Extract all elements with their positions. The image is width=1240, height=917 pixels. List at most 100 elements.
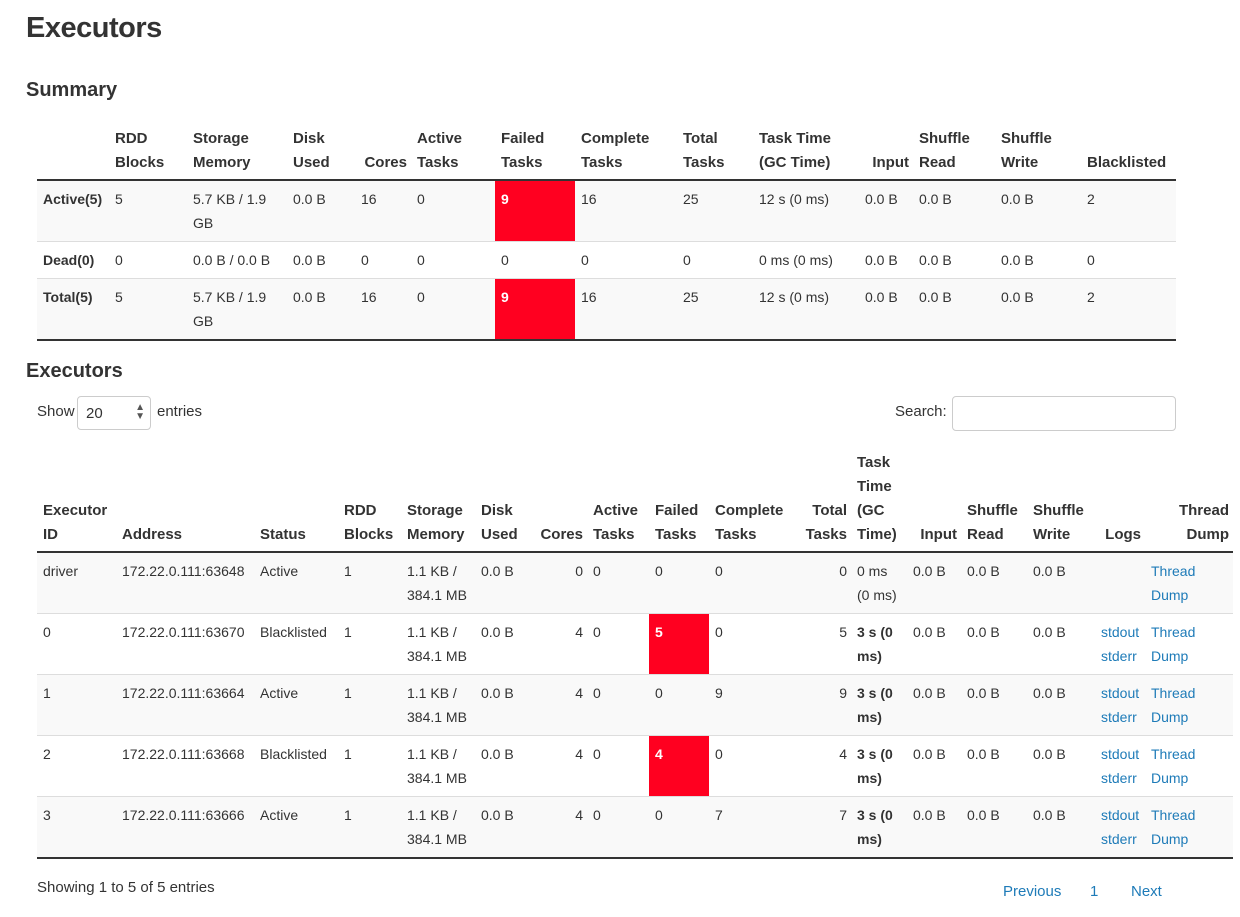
pagination-previous[interactable]: Previous: [1003, 883, 1062, 900]
summary-header-text: Tasks: [417, 154, 459, 171]
summary-header-3[interactable]: Disk Used: [287, 127, 355, 181]
summary-header-2[interactable]: Storage Memory: [187, 127, 287, 181]
executors-header-2[interactable]: Status: [254, 451, 338, 553]
stderr-link[interactable]: stderr: [1101, 831, 1137, 847]
summary-header-1[interactable]: RDD Blocks: [109, 127, 187, 181]
executor-cell-active: 0: [587, 613, 649, 675]
executor-cell-status: Blacklisted: [254, 735, 338, 797]
executor-cell-failed: 0: [649, 551, 709, 614]
summary-row: Active(5) 5 5.7 KB / 1.9 GB 0.0 B 16 0 9 16 25 12…: [37, 179, 1176, 242]
executors-header-8[interactable]: Failed Tasks: [649, 451, 709, 553]
summary-header-0[interactable]: [37, 127, 109, 181]
summary-header-6[interactable]: Failed Tasks: [495, 127, 575, 181]
summary-cell: 5: [109, 179, 187, 242]
summary-cell: 2: [1081, 179, 1176, 242]
executors-header-text: Total: [812, 502, 847, 519]
executors-header-4[interactable]: Storage Memory: [401, 451, 475, 553]
summary-cell: 5.7 KB / 1.9 GB: [187, 179, 287, 242]
executor-cell-address: 172.22.0.111:63664: [116, 674, 254, 736]
executor-cell-tasktime: 3 s (0 ms): [851, 674, 907, 736]
stdout-link[interactable]: stdout: [1101, 685, 1140, 701]
summary-cell: 0.0 B: [913, 241, 995, 279]
executor-cell-rdd: 1: [338, 674, 401, 736]
summary-cell: 12 s (0 ms): [753, 179, 859, 242]
executor-cell-thread-dump: Thread Dump: [1145, 613, 1233, 675]
summary-header-11[interactable]: Shuffle Read: [913, 127, 995, 181]
executor-cell-status: Active: [254, 674, 338, 736]
executors-header-11[interactable]: Task Time (GC Time): [851, 451, 907, 553]
thread-dump-link[interactable]: Thread Dump: [1151, 620, 1229, 668]
executors-header-text: RDD: [344, 502, 377, 519]
executors-header-14[interactable]: Shuffle Write: [1027, 451, 1095, 553]
executor-cell-address: 172.22.0.111:63648: [116, 551, 254, 614]
summary-row: Total(5) 5 5.7 KB / 1.9 GB 0.0 B 16 0 9 16 25 12 …: [37, 278, 1176, 341]
summary-header-text: Read: [919, 154, 956, 171]
executor-cell-id: 0: [37, 613, 116, 675]
executor-cell-total: 0: [793, 551, 851, 614]
executors-header-10[interactable]: Total Tasks: [793, 451, 851, 553]
stderr-link[interactable]: stderr: [1101, 770, 1137, 786]
table-info: Showing 1 to 5 of 5 entries: [37, 879, 215, 896]
executor-cell-sread: 0.0 B: [961, 551, 1027, 614]
summary-header-13[interactable]: Blacklisted: [1081, 127, 1176, 181]
pagination-page-1[interactable]: 1: [1090, 883, 1099, 900]
pagination-next[interactable]: Next: [1131, 883, 1162, 900]
executors-header-5[interactable]: Disk Used: [475, 451, 529, 553]
executor-cell-swrite: 0.0 B: [1027, 796, 1095, 859]
summary-header-4[interactable]: Cores: [355, 127, 411, 181]
executors-header-text: Address: [122, 526, 183, 543]
search-input[interactable]: [952, 396, 1176, 431]
executors-header-7[interactable]: Active Tasks: [587, 451, 649, 553]
thread-dump-link[interactable]: Thread Dump: [1151, 803, 1229, 851]
summary-header-text: Total: [683, 130, 718, 147]
summary-cell: 0.0 B: [913, 278, 995, 341]
stdout-link[interactable]: stdout: [1101, 624, 1140, 640]
executors-header-text: Shuffle: [1033, 502, 1084, 519]
stdout-link[interactable]: stdout: [1101, 807, 1140, 823]
stderr-link[interactable]: stderr: [1101, 648, 1137, 664]
summary-header-8[interactable]: Total Tasks: [677, 127, 753, 181]
summary-header-5[interactable]: Active Tasks: [411, 127, 495, 181]
summary-header-text: Complete: [581, 130, 650, 147]
summary-cell: 9: [495, 278, 575, 341]
executors-header-9[interactable]: Complete Tasks: [709, 451, 793, 553]
executors-header-3[interactable]: RDD Blocks: [338, 451, 401, 553]
executors-header-text: Write: [1033, 526, 1071, 543]
executor-cell-active: 0: [587, 551, 649, 614]
entries-select[interactable]: 20 ▲ ▼: [77, 396, 151, 430]
executor-cell-complete: 7: [709, 796, 793, 859]
stdout-link[interactable]: stdout: [1101, 746, 1140, 762]
executor-cell-rdd: 1: [338, 735, 401, 797]
executor-cell-swrite: 0.0 B: [1027, 613, 1095, 675]
summary-cell: 0.0 B: [995, 241, 1081, 279]
stderr-link[interactable]: stderr: [1101, 709, 1137, 725]
summary-header-10[interactable]: Input: [859, 127, 913, 181]
executors-header-1[interactable]: Address: [116, 451, 254, 553]
executor-cell-swrite: 0.0 B: [1027, 735, 1095, 797]
thread-dump-link[interactable]: Thread Dump: [1151, 681, 1229, 729]
summary-cell: 16: [575, 278, 677, 341]
executor-cell-sread: 0.0 B: [961, 796, 1027, 859]
executors-header-12[interactable]: Input: [907, 451, 961, 553]
executor-cell-storage: 1.1 KB / 384.1 MB: [401, 613, 475, 675]
thread-dump-link[interactable]: Thread Dump: [1151, 742, 1229, 790]
thread-dump-link[interactable]: Thread Dump: [1151, 559, 1229, 607]
executor-cell-sread: 0.0 B: [961, 613, 1027, 675]
summary-header-12[interactable]: Shuffle Write: [995, 127, 1081, 181]
executors-header-text: Memory: [407, 526, 465, 543]
executor-cell-sread: 0.0 B: [961, 735, 1027, 797]
summary-header-7[interactable]: Complete Tasks: [575, 127, 677, 181]
summary-cell: 0: [411, 179, 495, 242]
summary-cell: 0: [677, 241, 753, 279]
executors-header-0[interactable]: Executor ID: [37, 451, 116, 553]
executors-header-13[interactable]: Shuffle Read: [961, 451, 1027, 553]
summary-cell: 0.0 B: [859, 241, 913, 279]
executors-header-text: Input: [920, 526, 957, 543]
thread-dump-text-2: Dump: [1151, 587, 1189, 603]
executor-cell-storage: 1.1 KB / 384.1 MB: [401, 674, 475, 736]
summary-cell: 12 s (0 ms): [753, 278, 859, 341]
summary-cell: 2: [1081, 278, 1176, 341]
summary-header-9[interactable]: Task Time (GC Time): [753, 127, 859, 181]
executors-header-6[interactable]: Cores: [529, 451, 587, 553]
summary-header-text: Task Time: [759, 130, 831, 147]
